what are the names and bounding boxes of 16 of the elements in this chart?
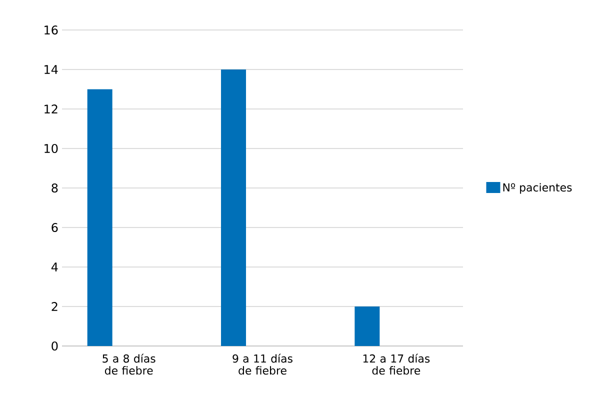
y-tick-label: 16	[44, 25, 58, 35]
y-tick-label: 14	[44, 65, 58, 74]
y-tick-label: 4	[51, 262, 58, 272]
y-tick-label: 0	[52, 341, 58, 351]
y-tick-label: 6	[52, 222, 58, 232]
y-tick-label: 12	[44, 104, 58, 114]
y-tick-label: 10	[44, 144, 58, 154]
y-tick-label: 2	[52, 302, 58, 311]
x-tick-label: 5 a 8 días de fiebre	[102, 354, 156, 375]
bar	[221, 69, 246, 346]
x-tick-label: 12 a 17 días de fiebre	[363, 354, 430, 375]
x-tick-label: 9 a 11 días de fiebre	[232, 354, 292, 375]
bar	[87, 89, 112, 346]
bar	[354, 306, 380, 346]
legend-label: Nº pacientes	[503, 183, 572, 194]
y-tick-label: 8	[52, 183, 58, 193]
